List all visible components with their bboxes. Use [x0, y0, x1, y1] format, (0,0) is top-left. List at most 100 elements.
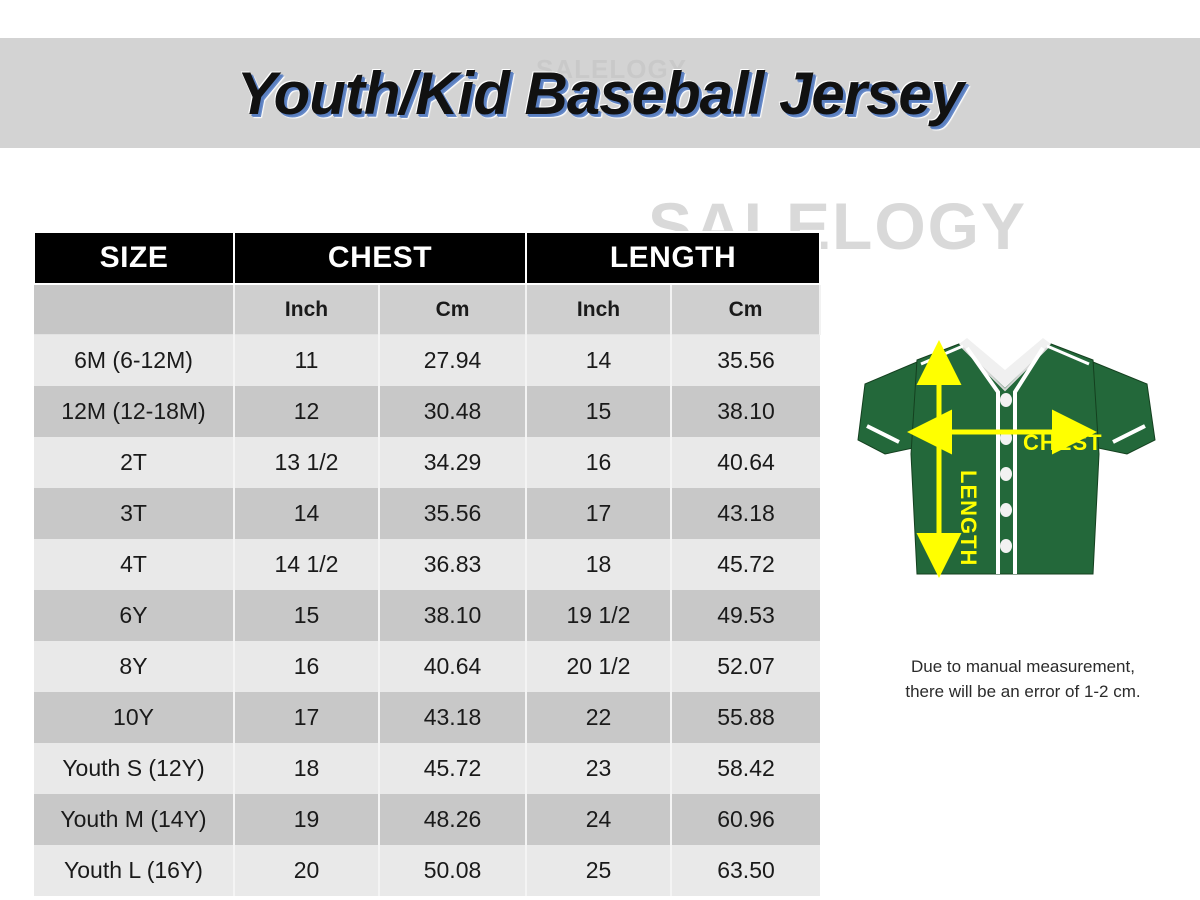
disclaimer-line-1: Due to manual measurement, [911, 657, 1135, 676]
cell-chest-cm: 43.18 [379, 691, 527, 743]
cell-size: 6Y [34, 589, 235, 641]
jersey-left-cuff-stripe [866, 424, 900, 444]
table-row: Youth L (16Y) 20 50.08 25 63.50 [34, 844, 821, 896]
table-row: 2T 13 1/2 34.29 16 40.64 [34, 436, 821, 488]
cell-chest-cm: 34.29 [379, 436, 527, 488]
cell-length-inch: 14 [526, 334, 672, 386]
cell-chest-cm: 50.08 [379, 844, 527, 896]
table-row: Youth S (12Y) 18 45.72 23 58.42 [34, 742, 821, 794]
table-row: 8Y 16 40.64 20 1/2 52.07 [34, 640, 821, 692]
table-body: 6M (6-12M) 11 27.94 14 35.56 12M (12-18M) 12 3… [34, 334, 821, 896]
cell-size: Youth M (14Y) [34, 793, 235, 845]
cell-length-cm: 35.56 [671, 334, 821, 386]
subheader-chest-cm: Cm [379, 284, 527, 335]
cell-length-cm: 43.18 [671, 487, 821, 539]
cell-size: 12M (12-18M) [34, 385, 235, 437]
cell-chest-cm: 36.83 [379, 538, 527, 590]
jersey-left-sleeve [857, 361, 918, 455]
cell-length-inch: 25 [526, 844, 672, 896]
subheader-length-inch: Inch [526, 284, 672, 335]
cell-chest-inch: 12 [234, 385, 380, 437]
chest-label: CHEST [1023, 430, 1103, 455]
cell-size: 4T [34, 538, 235, 590]
cell-length-inch: 19 1/2 [526, 589, 672, 641]
cell-size: Youth S (12Y) [34, 742, 235, 794]
cell-length-cm: 60.96 [671, 793, 821, 845]
cell-size: 8Y [34, 640, 235, 692]
cell-chest-cm: 35.56 [379, 487, 527, 539]
cell-length-inch: 20 1/2 [526, 640, 672, 692]
cell-chest-inch: 19 [234, 793, 380, 845]
cell-chest-inch: 20 [234, 844, 380, 896]
cell-length-inch: 22 [526, 691, 672, 743]
cell-chest-inch: 11 [234, 334, 380, 386]
cell-chest-inch: 14 1/2 [234, 538, 380, 590]
jersey-right-shoulder-stripe [1046, 344, 1090, 366]
jersey-svg: CHEST LENGTH [857, 338, 1156, 578]
jersey-button [1000, 467, 1012, 481]
table-row: Youth M (14Y) 19 48.26 24 60.96 [34, 793, 821, 845]
cell-chest-cm: 48.26 [379, 793, 527, 845]
cell-length-cm: 63.50 [671, 844, 821, 896]
jersey-right-cuff-stripe [1112, 424, 1146, 444]
cell-size: Youth L (16Y) [34, 844, 235, 896]
subheader-blank [34, 284, 235, 335]
cell-length-cm: 40.64 [671, 436, 821, 488]
cell-length-cm: 45.72 [671, 538, 821, 590]
watermark-title: SALELOGY [536, 54, 688, 84]
cell-chest-inch: 13 1/2 [234, 436, 380, 488]
cell-size: 3T [34, 487, 235, 539]
cell-chest-cm: 40.64 [379, 640, 527, 692]
cell-chest-inch: 15 [234, 589, 380, 641]
disclaimer-line-2: there will be an error of 1-2 cm. [905, 681, 1141, 701]
cell-size: 10Y [34, 691, 235, 743]
measurement-disclaimer: Due to manual measurement, there will be… [868, 655, 1178, 704]
length-label: LENGTH [956, 470, 981, 566]
table-group-header-row: SIZE CHEST LENGTH [33, 231, 822, 285]
cell-length-cm: 52.07 [671, 640, 821, 692]
cell-length-inch: 17 [526, 487, 672, 539]
table-row: 6Y 15 38.10 19 1/2 49.53 [34, 589, 821, 641]
cell-chest-inch: 17 [234, 691, 380, 743]
cell-length-cm: 58.42 [671, 742, 821, 794]
cell-size: 2T [34, 436, 235, 488]
cell-length-cm: 38.10 [671, 385, 821, 437]
table-row: 10Y 17 43.18 22 55.88 [34, 691, 821, 743]
cell-length-cm: 55.88 [671, 691, 821, 743]
header-length: LENGTH [524, 231, 822, 285]
cell-length-inch: 18 [526, 538, 672, 590]
cell-chest-cm: 27.94 [379, 334, 527, 386]
table-sub-header-row: Inch Cm Inch Cm [34, 284, 822, 335]
cell-length-inch: 16 [526, 436, 672, 488]
title-banner: SALELOGY Youth/Kid Baseball Jersey [0, 38, 1200, 148]
cell-chest-cm: 38.10 [379, 589, 527, 641]
jersey-illustration: CHEST LENGTH [855, 322, 1175, 592]
cell-chest-inch: 14 [234, 487, 380, 539]
table-row: 12M (12-18M) 12 30.48 15 38.10 [34, 385, 821, 437]
table-row: 3T 14 35.56 17 43.18 [34, 487, 821, 539]
jersey-button [1000, 539, 1012, 553]
cell-length-inch: 15 [526, 385, 672, 437]
jersey-right-piping [1013, 346, 1045, 574]
page-title: Youth/Kid Baseball Jersey [236, 59, 964, 127]
subheader-chest-inch: Inch [234, 284, 380, 335]
table-row: 4T 14 1/2 36.83 18 45.72 [34, 538, 821, 590]
cell-chest-cm: 30.48 [379, 385, 527, 437]
header-size: SIZE [33, 231, 235, 285]
jersey-button [1000, 393, 1012, 407]
jersey-button [1000, 503, 1012, 517]
jersey-left-piping [965, 346, 1000, 574]
subheader-length-cm: Cm [671, 284, 822, 335]
cell-length-inch: 24 [526, 793, 672, 845]
cell-length-inch: 23 [526, 742, 672, 794]
cell-size: 6M (6-12M) [34, 334, 235, 386]
jersey-collar [959, 338, 1051, 388]
cell-chest-inch: 18 [234, 742, 380, 794]
table-row: 6M (6-12M) 11 27.94 14 35.56 [34, 334, 821, 386]
size-chart-table-wrapper: SIZE CHEST LENGTH Inch Cm Inch Cm 6M (6-… [33, 231, 822, 896]
cell-length-cm: 49.53 [671, 589, 821, 641]
size-chart-table: SIZE CHEST LENGTH Inch Cm Inch Cm 6M (6-… [33, 231, 822, 896]
header-chest: CHEST [233, 231, 527, 285]
cell-chest-cm: 45.72 [379, 742, 527, 794]
cell-chest-inch: 16 [234, 640, 380, 692]
